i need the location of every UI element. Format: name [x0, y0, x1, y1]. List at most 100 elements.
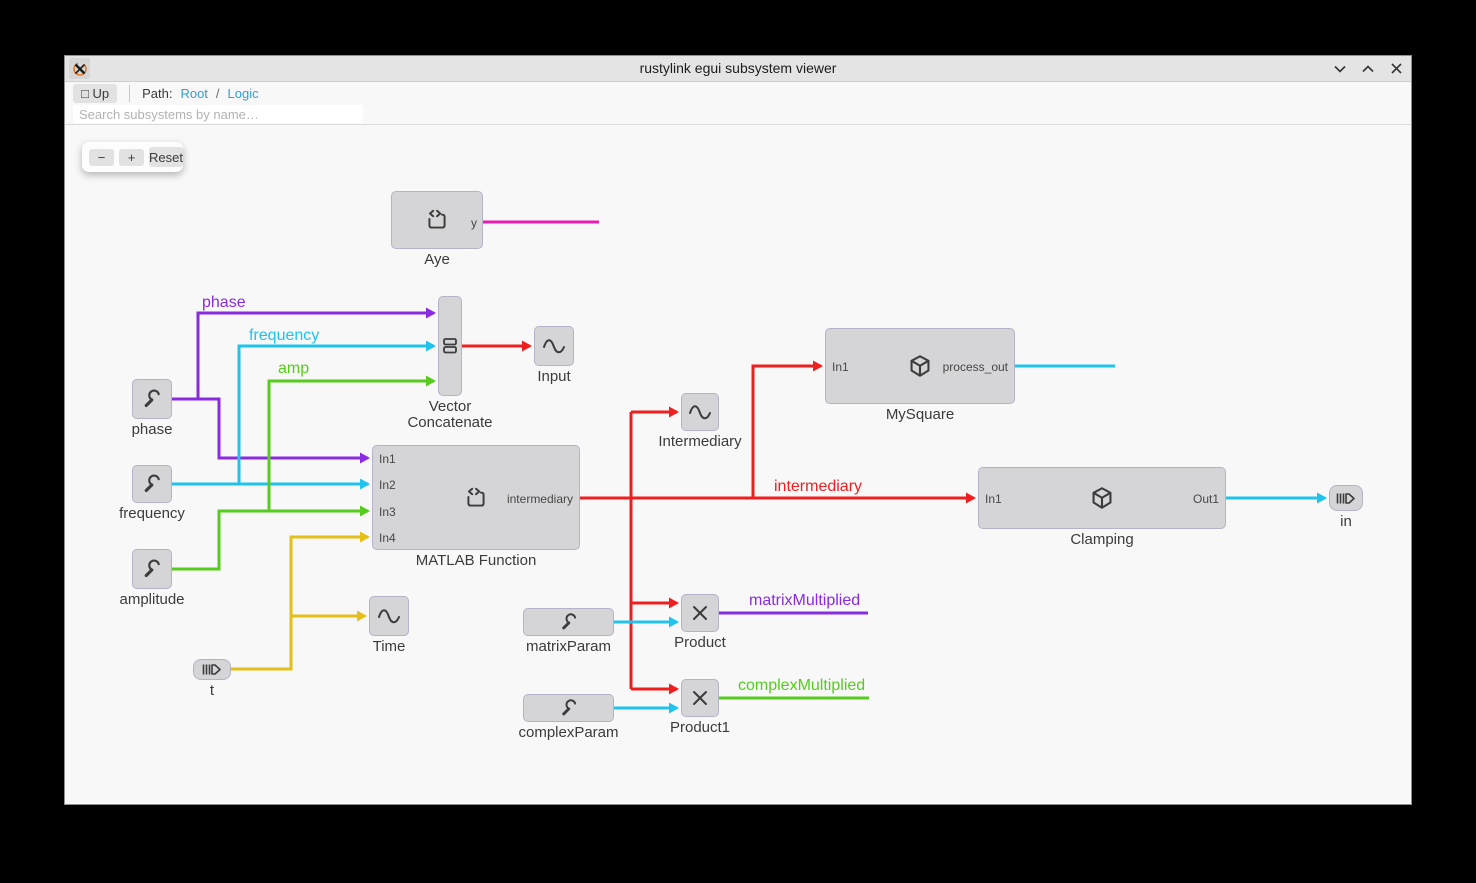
- block-complex-param[interactable]: complexParam: [518, 694, 619, 741]
- block-label: in: [1340, 513, 1352, 530]
- zoom-out-button[interactable]: −: [89, 148, 114, 166]
- port-out-process-out: process_out: [942, 360, 1008, 374]
- wrench-icon: [140, 557, 164, 581]
- wrench-icon: [558, 611, 580, 633]
- block-label: Time: [372, 638, 406, 655]
- concatenate-icon: [442, 336, 458, 356]
- block-label: Intermediary: [658, 433, 742, 450]
- wire-label-intermediary: intermediary: [774, 478, 863, 495]
- block-label: complexParam: [518, 724, 619, 741]
- block-aye[interactable]: y Aye: [391, 191, 483, 268]
- block-intermediary[interactable]: Intermediary: [658, 393, 742, 450]
- block-label: amplitude: [119, 591, 185, 608]
- block-phase[interactable]: phase: [132, 379, 172, 438]
- code-function-icon: [424, 207, 450, 233]
- block-label: t: [209, 682, 215, 699]
- wire-label-amp: amp: [278, 360, 310, 377]
- cube-icon: [1089, 485, 1115, 511]
- block-label: Aye: [424, 251, 450, 268]
- breadcrumb-separator: /: [215, 85, 220, 101]
- block-label: MySquare: [885, 406, 955, 423]
- wire-label-frequency: frequency: [249, 327, 320, 344]
- block-label: Input: [537, 368, 571, 385]
- wire-phase-to-in1: [172, 397, 368, 460]
- titlebar[interactable]: rustylink egui subsystem viewer: [65, 56, 1411, 82]
- block-frequency[interactable]: frequency: [119, 465, 185, 522]
- multiply-x-icon: [689, 602, 711, 624]
- port-out-intermediary: intermediary: [506, 492, 573, 506]
- block-product1[interactable]: Product1: [670, 679, 730, 736]
- minimize-button[interactable]: [1333, 62, 1347, 76]
- block-product[interactable]: Product: [674, 594, 726, 651]
- block-input[interactable]: Input: [534, 326, 574, 385]
- arrowheads-green: [360, 375, 436, 517]
- zoom-in-button[interactable]: +: [119, 148, 144, 166]
- block-mysquare[interactable]: In1 process_out MySquare: [825, 328, 1015, 423]
- maximize-button[interactable]: [1361, 62, 1375, 76]
- block-port-t[interactable]: t: [193, 659, 231, 699]
- up-button[interactable]: □ Up: [73, 83, 118, 103]
- block-label: Product: [674, 634, 726, 651]
- block-label: Clamping: [1070, 531, 1134, 548]
- port-in1: In1: [832, 360, 849, 374]
- wrench-icon: [140, 387, 164, 411]
- sine-wave-icon: [375, 604, 403, 628]
- cube-icon: [907, 353, 933, 379]
- toolbar-separator: [129, 84, 131, 102]
- wire-layer: [172, 220, 1327, 714]
- wire-frequency-to-concat: [237, 344, 434, 484]
- zoom-panel: − + Reset: [82, 142, 183, 172]
- block-vector-concatenate[interactable]: Vector Concatenate: [407, 296, 493, 431]
- arrowheads-purple: [360, 307, 436, 464]
- block-label-line2: Concatenate: [407, 414, 493, 431]
- block-time[interactable]: Time: [369, 596, 409, 655]
- sine-wave-icon: [540, 334, 568, 358]
- wire-t-to-in4: [231, 535, 368, 671]
- port-in3: In3: [379, 505, 396, 519]
- zoom-reset-button[interactable]: Reset: [149, 147, 183, 167]
- port-out1: Out1: [1192, 492, 1219, 506]
- block-label: frequency: [119, 505, 185, 522]
- block-label: Vector: [428, 398, 472, 415]
- wire-red-to-mysquare: [751, 364, 821, 498]
- wire-label-complex-multiplied: complexMultiplied: [738, 677, 866, 694]
- block-label: MATLAB Function: [415, 552, 537, 569]
- wrench-icon: [140, 472, 164, 496]
- port-out-y: y: [471, 216, 477, 230]
- multiply-x-icon: [689, 687, 711, 709]
- close-button[interactable]: [1389, 62, 1403, 76]
- path-label: Path:: [142, 85, 173, 101]
- breadcrumb-root[interactable]: Root: [180, 85, 208, 101]
- block-matrix-param[interactable]: matrixParam: [523, 608, 614, 655]
- wire-phase-to-concat: [196, 311, 434, 399]
- wire-label-phase: phase: [202, 294, 246, 311]
- port-in1: In1: [985, 492, 1002, 506]
- wire-label-matrix-multiplied: matrixMultiplied: [749, 592, 861, 609]
- search-input[interactable]: [73, 105, 363, 123]
- toolbar: □ Up Path: Root / Logic: [73, 83, 259, 103]
- arrowheads-yellow: [357, 531, 370, 622]
- arrowheads-red: [522, 340, 976, 695]
- x11-logo-icon: [69, 58, 90, 79]
- port-in2: In2: [379, 478, 396, 492]
- wrench-icon: [558, 697, 580, 719]
- wire-amp-to-concat: [267, 379, 434, 511]
- block-label: Product1: [669, 719, 731, 736]
- block-port-in[interactable]: in: [1329, 485, 1363, 530]
- block-matlab-function[interactable]: In1 In2 In3 In4 intermediary MATLAB Func…: [372, 445, 580, 569]
- port-in1: In1: [379, 452, 396, 466]
- block-label: phase: [131, 421, 173, 438]
- app-window: phase frequency amp intermediary matrixM…: [64, 55, 1412, 805]
- diagram-canvas[interactable]: phase frequency amp intermediary matrixM…: [65, 56, 1413, 806]
- arrowheads-cyan: [360, 340, 1327, 714]
- signal-port-icon: [201, 661, 223, 678]
- block-clamping[interactable]: In1 Out1 Clamping: [978, 467, 1226, 548]
- window-title: rustylink egui subsystem viewer: [639, 60, 837, 76]
- block-amplitude[interactable]: amplitude: [119, 549, 185, 608]
- breadcrumb-logic[interactable]: Logic: [227, 85, 259, 101]
- wire-amplitude-to-in3: [172, 509, 368, 571]
- toolbar-divider: [65, 124, 1411, 125]
- block-label: matrixParam: [525, 638, 612, 655]
- port-in4: In4: [379, 531, 396, 545]
- code-function-icon: [463, 485, 489, 511]
